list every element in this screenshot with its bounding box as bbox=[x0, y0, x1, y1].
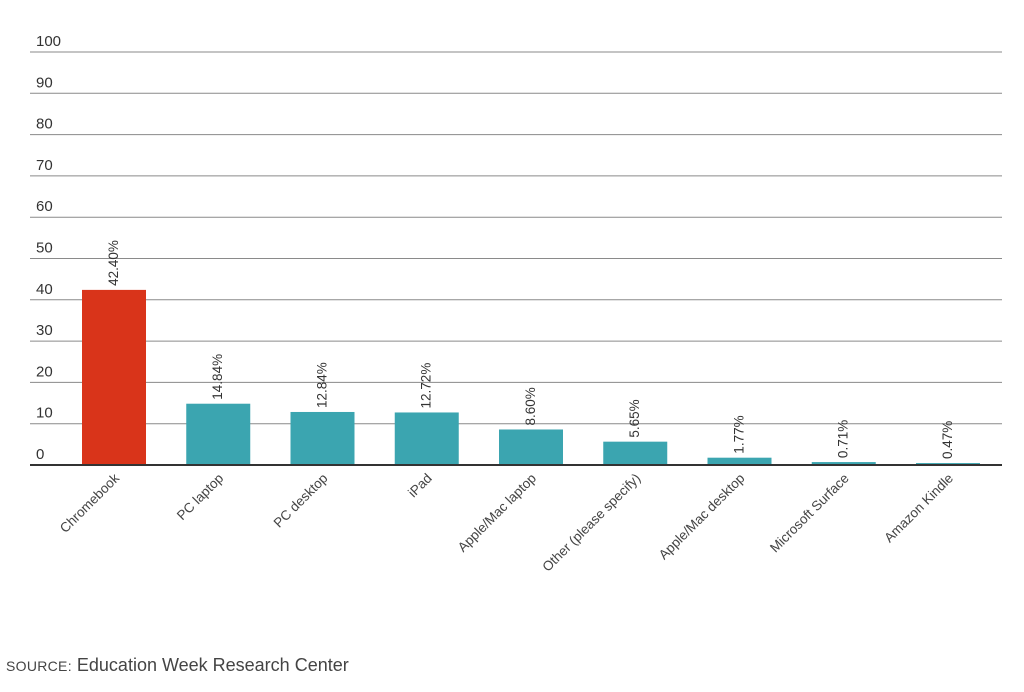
y-axis-ticks: 0 10 20 30 40 50 60 70 80 90 100 bbox=[36, 33, 61, 463]
y-tick-label: 40 bbox=[36, 281, 53, 298]
x-tick-label: Apple/Mac desktop bbox=[656, 471, 748, 563]
y-tick-label: 90 bbox=[36, 74, 53, 91]
y-tick-label: 50 bbox=[36, 240, 53, 257]
bar-other-please-specify bbox=[603, 441, 668, 465]
x-tick-label: PC desktop bbox=[271, 471, 331, 531]
bars bbox=[82, 289, 980, 465]
y-tick-label: 20 bbox=[36, 363, 53, 380]
y-tick-label: 70 bbox=[36, 157, 53, 174]
value-label: 0.47% bbox=[940, 421, 955, 459]
source-prefix: SOURCE: bbox=[6, 658, 72, 674]
bar-chromebook bbox=[82, 289, 146, 465]
value-label: 12.72% bbox=[419, 363, 434, 409]
bar-chart: 0 10 20 30 40 50 60 70 80 90 100 42.40% 14.84% 12.84… bbox=[30, 33, 1002, 575]
bar-ipad bbox=[394, 412, 459, 465]
gridlines bbox=[30, 51, 1002, 425]
value-label: 8.60% bbox=[523, 387, 538, 425]
bar-apple-mac-laptop bbox=[499, 429, 563, 465]
value-labels: 42.40% 14.84% 12.84% 12.72% 8.60% 5.65% 1.77% 0… bbox=[106, 240, 955, 459]
x-tick-label: Chromebook bbox=[57, 470, 122, 535]
x-tick-label: Other (please specify) bbox=[539, 471, 643, 575]
value-label: 12.84% bbox=[315, 362, 330, 408]
y-tick-label: 0 bbox=[36, 446, 44, 463]
bar-pc-laptop bbox=[186, 403, 251, 465]
x-tick-label: Apple/Mac laptop bbox=[455, 471, 539, 555]
source-note: SOURCE: Education Week Research Center bbox=[6, 655, 349, 676]
x-tick-label: Amazon Kindle bbox=[881, 471, 956, 546]
x-tick-label: iPad bbox=[405, 471, 435, 501]
x-tick-label: Microsoft Surface bbox=[767, 471, 852, 556]
y-tick-label: 60 bbox=[36, 198, 53, 215]
source-text: Education Week Research Center bbox=[76, 655, 349, 675]
value-label: 0.71% bbox=[836, 420, 851, 458]
bar-microsoft-surface bbox=[811, 462, 876, 465]
value-label: 5.65% bbox=[627, 399, 642, 437]
y-tick-label: 10 bbox=[36, 405, 53, 422]
bar-apple-mac-desktop bbox=[707, 457, 772, 465]
y-tick-label: 100 bbox=[36, 33, 61, 50]
y-tick-label: 80 bbox=[36, 116, 53, 133]
x-axis-labels: Chromebook PC laptop PC desktop iPad Apple/M… bbox=[57, 470, 956, 574]
value-label: 1.77% bbox=[732, 415, 747, 453]
y-tick-label: 30 bbox=[36, 322, 53, 339]
x-tick-label: PC laptop bbox=[174, 471, 227, 524]
value-label: 14.84% bbox=[210, 354, 225, 400]
bar-pc-desktop bbox=[290, 411, 355, 465]
value-label: 42.40% bbox=[106, 240, 121, 286]
